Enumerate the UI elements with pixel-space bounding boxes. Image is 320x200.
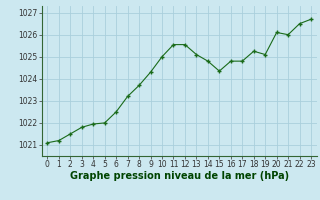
X-axis label: Graphe pression niveau de la mer (hPa): Graphe pression niveau de la mer (hPa) [70, 171, 289, 181]
